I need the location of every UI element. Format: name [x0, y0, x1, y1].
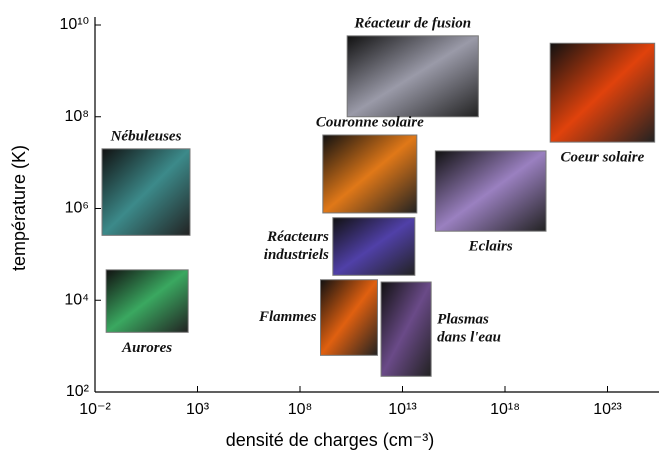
- y-tick-label: 10⁸: [64, 108, 89, 125]
- region-label: Coeur solaire: [561, 150, 645, 166]
- x-tick-label: 10⁸: [288, 401, 313, 418]
- region-image: [105, 269, 189, 333]
- x-tick-label: 10¹³: [388, 401, 417, 418]
- region-label: Réacteurs: [266, 229, 329, 245]
- x-tick-label: 10⁻²: [79, 401, 111, 418]
- y-tick-label: 10⁶: [65, 200, 89, 217]
- region-image: [434, 150, 547, 232]
- x-tick-label: 10³: [186, 401, 210, 418]
- y-tick-label: 10⁴: [64, 291, 89, 308]
- x-axis-title: densité de charges (cm⁻³): [226, 430, 435, 450]
- region-image: [322, 134, 418, 214]
- region-image: [101, 148, 191, 236]
- region-label: Plasmas: [437, 312, 489, 328]
- region-label: Nébuleuses: [110, 128, 182, 144]
- y-tick-label: 10²: [66, 383, 90, 400]
- y-axis-title: température (K): [9, 145, 29, 271]
- y-tick-label: 10¹⁰: [59, 16, 89, 33]
- region-image: [549, 42, 656, 143]
- region-label: Flammes: [258, 309, 317, 325]
- region-label: Aurores: [121, 340, 172, 356]
- region-label: industriels: [264, 247, 329, 263]
- region-image: [346, 35, 479, 118]
- region-label: Couronne solaire: [316, 114, 424, 130]
- region-label: Réacteur de fusion: [353, 15, 471, 31]
- region-image: [332, 217, 416, 276]
- region-image: [320, 279, 378, 356]
- region-image: [380, 281, 432, 377]
- region-label: Eclairs: [468, 239, 513, 255]
- x-tick-label: 10²³: [593, 401, 622, 418]
- region-label: dans l'eau: [437, 330, 501, 346]
- x-tick-label: 10¹⁸: [490, 401, 520, 418]
